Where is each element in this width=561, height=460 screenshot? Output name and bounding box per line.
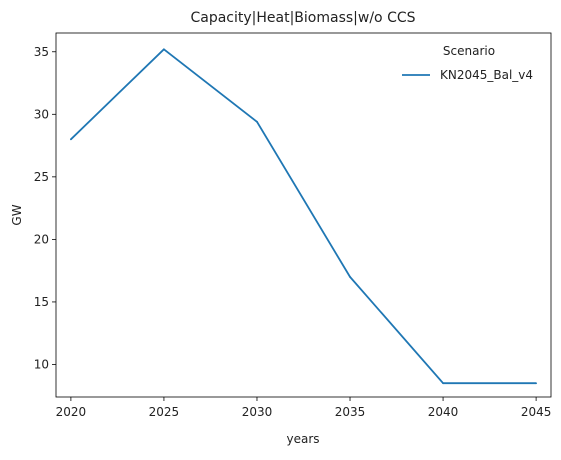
x-tick-label: 2020 [56,405,87,419]
y-tick-label: 20 [34,232,49,246]
data-point [163,48,165,51]
x-axis-label: years [286,432,319,446]
series-line [70,48,537,385]
chart-title: Capacity|Heat|Biomass|w/o CCS [190,10,415,26]
y-axis: 10 15 20 25 30 35 [34,45,56,371]
data-point [256,120,258,123]
x-tick-label: 2030 [242,405,273,419]
plot-frame [55,32,552,398]
y-axis-label: GW [10,204,24,225]
legend: Scenario KN2045_Bal_v4 [402,44,533,82]
y-tick-label: 15 [34,295,49,309]
x-axis: 2020 2025 2030 2035 2040 2045 [56,397,552,419]
data-point [349,276,351,278]
data-point [69,138,72,141]
data-point [442,382,444,385]
x-tick-label: 2035 [335,405,366,419]
x-tick-label: 2025 [149,405,180,419]
data-point [535,382,538,385]
y-tick-label: 25 [34,170,49,184]
x-tick-label: 2045 [521,405,552,419]
y-tick-label: 10 [34,357,49,371]
plot-area [69,48,538,385]
legend-title: Scenario [443,44,495,58]
x-tick-label: 2040 [428,405,459,419]
y-tick-label: 35 [34,45,49,59]
legend-label: KN2045_Bal_v4 [440,68,533,82]
y-tick-label: 30 [34,107,49,121]
